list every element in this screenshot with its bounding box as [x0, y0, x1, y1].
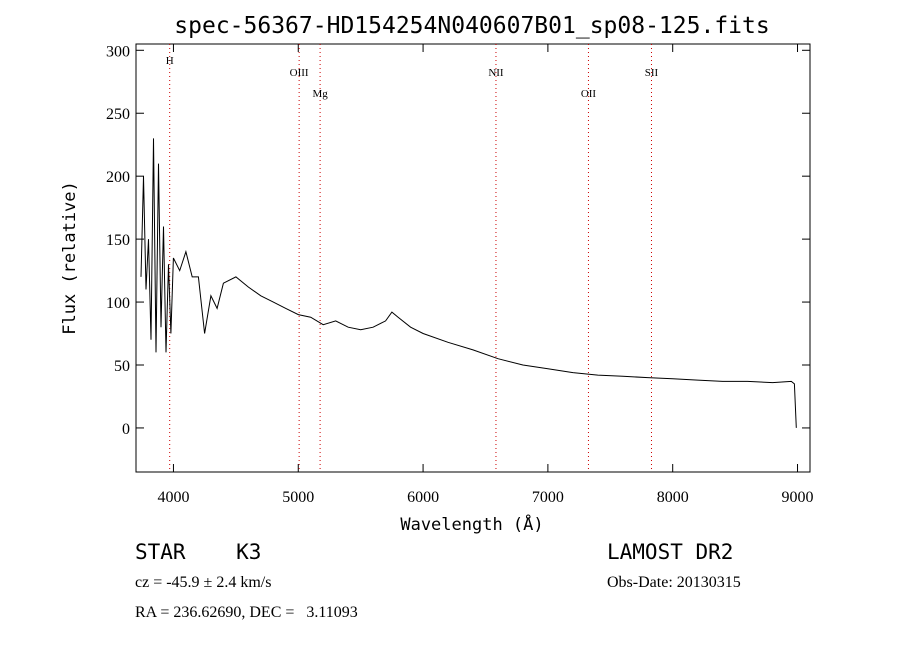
object-class-label: STAR K3: [135, 540, 262, 564]
line-label-nii: NII: [488, 67, 504, 79]
x-axis-label: Wavelength (Å): [400, 513, 543, 535]
x-tick-label: 6000: [407, 489, 439, 506]
line-label-oii: OII: [581, 88, 597, 100]
redshift-velocity: cz = -45.9 ± 2.4 km/s: [135, 574, 272, 591]
y-tick-label: 50: [114, 358, 130, 375]
x-tick-label: 9000: [782, 489, 814, 506]
x-tick-label: 7000: [532, 489, 564, 506]
survey-label: LAMOST DR2: [607, 540, 734, 564]
x-tick-label: 5000: [282, 489, 314, 506]
spectrum-series: [140, 138, 797, 428]
y-tick-label: 300: [106, 43, 130, 60]
chart-title: spec-56367-HD154254N040607B01_sp08-125.f…: [174, 13, 769, 39]
y-tick-label: 250: [106, 106, 130, 123]
x-tick-label: 4000: [157, 489, 189, 506]
line-label-oiii: OIII: [290, 67, 309, 79]
y-tick-label: 150: [106, 232, 130, 249]
y-tick-label: 0: [122, 421, 130, 438]
y-axis-label: Flux (relative): [60, 181, 80, 335]
plot-frame: [135, 43, 811, 473]
line-label-sii: SII: [645, 67, 659, 79]
line-label-mg: Mg: [312, 88, 328, 100]
y-tick-label: 100: [106, 295, 130, 312]
y-tick-label: 200: [106, 169, 130, 186]
ra-dec-coordinates: RA = 236.62690, DEC = 3.11093: [135, 604, 358, 621]
spectrum-chart: spec-56367-HD154254N040607B01_sp08-125.f…: [60, 13, 814, 535]
x-tick-label: 8000: [657, 489, 689, 506]
line-label-h: H: [166, 55, 174, 67]
observation-date: Obs-Date: 20130315: [607, 574, 741, 591]
